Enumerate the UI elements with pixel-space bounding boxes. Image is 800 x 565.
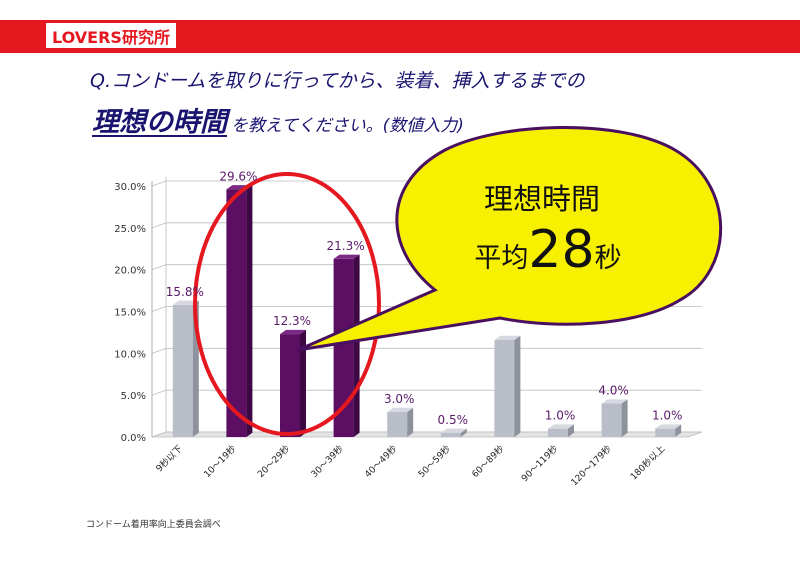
callout-average: 平均28秒	[458, 220, 638, 280]
bar-side	[407, 407, 414, 437]
chart-data-labels: 15.8% 29.6% 12.3% 21.3% 3.0% 0.5% 1.0% 4.0% 1.0%	[166, 169, 683, 426]
bar-top	[440, 428, 467, 433]
data-label: 15.8%	[166, 285, 204, 299]
bar	[387, 407, 414, 437]
question-line-1: Q.コンドームを取りに行ってから、装着、挿入するまでの	[90, 70, 585, 92]
bar-side	[460, 428, 467, 437]
data-label: 0.5%	[438, 413, 469, 427]
gridline-side	[151, 180, 167, 187]
y-tick-label: 25.0%	[114, 224, 146, 235]
x-tick-label: 60～89秒	[469, 443, 506, 480]
callout-prefix: 平均	[474, 243, 529, 274]
y-tick-label: 0.0%	[121, 433, 146, 444]
x-tick-label: 50～59秒	[416, 443, 453, 480]
y-tick-label: 10.0%	[114, 349, 146, 360]
bar	[655, 424, 682, 437]
bar-side	[675, 424, 682, 437]
question-line-2: 理想の時間 を教えてください。(数値入力)	[92, 100, 464, 139]
bar-front	[280, 334, 300, 437]
source-note: コンドーム着用率向上委員会調べ	[86, 520, 221, 530]
bar	[494, 335, 521, 437]
data-label: 4.0%	[598, 384, 629, 398]
bar-front	[387, 411, 408, 437]
x-tick-label: 120～179秒	[568, 443, 614, 489]
bar-top	[387, 407, 414, 412]
chart-x-labels: 9秒以下 10～19秒 20～29秒 30～39秒 40～49秒 50～59秒 60～89秒…	[153, 443, 667, 489]
bar	[440, 428, 467, 437]
bar-top	[280, 329, 306, 335]
bar-top	[548, 424, 574, 429]
x-tick-label: 180秒以上	[628, 443, 668, 483]
bar-top	[494, 335, 521, 340]
y-tick-label: 5.0%	[121, 391, 146, 402]
x-tick-label: 30～39秒	[308, 443, 345, 480]
bar	[280, 329, 306, 437]
bar	[226, 185, 253, 437]
logo: LOVERS研究所	[46, 23, 176, 48]
chart-y-ticks: 0.0% 5.0% 10.0% 15.0% 20.0% 25.0% 30.0%	[114, 182, 146, 444]
bar	[601, 399, 628, 437]
bar	[172, 300, 199, 437]
bar-front	[226, 189, 247, 437]
bar-side	[621, 399, 628, 437]
bar-front	[440, 432, 461, 437]
gridline-side	[151, 347, 167, 354]
data-label: 21.3%	[327, 239, 365, 253]
bar-front	[494, 339, 515, 437]
data-label: 1.0%	[652, 409, 683, 423]
bar-top	[655, 424, 682, 429]
bar-front	[172, 304, 193, 437]
callout-bubble	[297, 126, 723, 352]
data-label: 12.3%	[273, 314, 311, 328]
x-tick-label: 40～49秒	[362, 443, 399, 480]
gridline-side	[151, 389, 167, 396]
callout-unit: 秒	[594, 243, 622, 274]
gridline-side	[151, 222, 167, 229]
data-label: 29.6%	[219, 169, 257, 183]
bar	[333, 254, 360, 437]
bar-side	[300, 329, 306, 437]
y-tick-label: 20.0%	[114, 266, 146, 277]
bar-top	[601, 399, 628, 404]
x-tick-label: 10～19秒	[201, 443, 238, 480]
bar-side	[353, 254, 360, 437]
bar-front	[655, 428, 676, 437]
gridline-side	[151, 264, 167, 271]
data-label: 3.0%	[384, 392, 415, 406]
y-tick-label: 30.0%	[114, 182, 146, 193]
bar-front	[548, 428, 568, 437]
data-label: 1.0%	[545, 409, 576, 423]
bar-side	[514, 335, 521, 437]
bar-side	[246, 185, 253, 437]
bar-side	[568, 424, 574, 437]
highlight-ellipse	[193, 172, 381, 436]
x-tick-label: 9秒以下	[153, 443, 185, 475]
question-rest: を教えてください。(数値入力)	[231, 116, 464, 136]
bar-front	[333, 258, 354, 437]
gridline-side	[151, 306, 167, 312]
callout-value: 28	[528, 220, 595, 280]
x-tick-label: 20～29秒	[255, 443, 292, 480]
chart-overlay	[193, 126, 723, 436]
x-tick-label: 90～119秒	[519, 443, 560, 484]
bar-top	[333, 254, 360, 259]
logo-text: LOVERS研究所	[52, 27, 170, 47]
bar	[548, 424, 574, 437]
bar-top	[172, 300, 199, 305]
bar-front	[601, 403, 622, 437]
question-emphasis: 理想の時間	[92, 107, 227, 138]
callout-title: 理想時間	[483, 182, 600, 216]
y-tick-label: 15.0%	[114, 308, 146, 319]
gridline-side	[151, 431, 167, 438]
